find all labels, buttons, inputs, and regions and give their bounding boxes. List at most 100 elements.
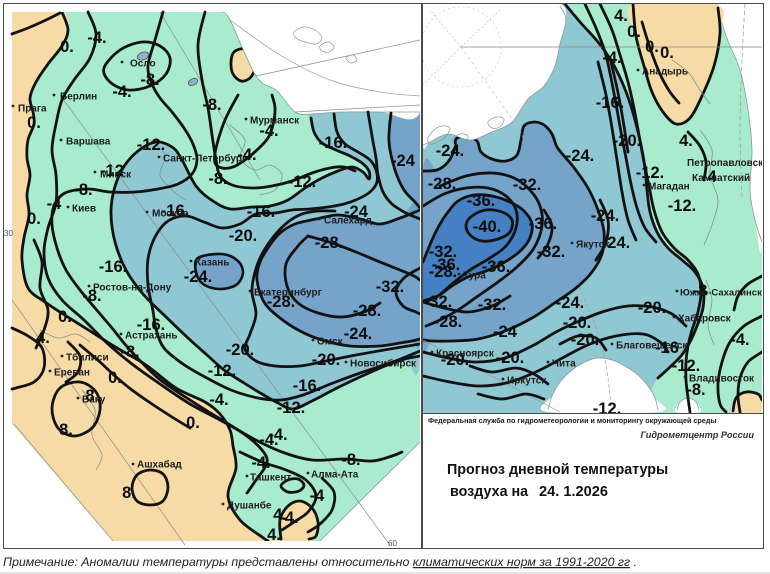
svg-text:4: 4 [707,168,717,186]
svg-text:Магадан: Магадан [648,182,690,193]
svg-text:Южно-Сахалинск: Южно-Сахалинск [680,288,762,299]
svg-text:-4.: -4. [251,454,270,472]
svg-text:-24.: -24. [602,234,630,252]
svg-text:Берлин: Берлин [60,92,97,103]
svg-text:-16.: -16. [247,203,275,221]
svg-text:-32.: -32. [478,296,506,314]
svg-text:Екатеринбург: Екатеринбург [254,287,322,299]
svg-text:Ашхабад: Ашхабад [137,459,182,471]
svg-text:-12.: -12. [672,357,700,375]
svg-text:-32.: -32. [513,176,541,194]
svg-text:-8.: -8. [686,381,705,399]
svg-text:Казань: Казань [195,258,230,269]
svg-text:-20.: -20. [613,132,641,150]
svg-text:-24: -24 [391,152,416,170]
svg-text:Тбилиси: Тбилиси [66,352,109,364]
svg-text:-40.: -40. [473,218,501,236]
svg-text:-16.: -16. [161,202,189,220]
svg-text:Якутск: Якутск [576,240,610,251]
svg-text:-24.: -24. [591,207,619,225]
svg-text:Примечание: Аномалии температу: Примечание: Аномалии температуры предста… [3,555,637,569]
svg-text:-12.: -12. [208,362,236,380]
svg-text:Хабаровск: Хабаровск [678,313,732,325]
svg-text:Санкт-Петербург: Санкт-Петербург [163,153,246,165]
svg-text:-32.: -32. [424,293,452,311]
svg-text:-4.: -4. [268,426,287,444]
svg-text:Камчатский: Камчатский [692,173,750,184]
svg-text:Мурманск: Мурманск [250,116,300,127]
svg-text:Анадырь: Анадырь [642,67,688,78]
svg-text:-36.: -36. [467,192,495,210]
svg-text:60: 60 [388,539,397,548]
svg-text:Варшава: Варшава [66,137,111,148]
svg-text:-4: -4 [47,195,62,213]
svg-text:-36.: -36. [432,256,460,274]
svg-text:Ташкент: Ташкент [250,473,291,484]
svg-text:-4.: -4. [209,391,228,409]
svg-text:-20.: -20. [229,227,257,245]
svg-text:-24: -24 [493,323,518,341]
svg-text:30: 30 [4,229,13,238]
svg-text:Тура: Тура [463,271,486,282]
svg-text:Осло: Осло [130,59,156,70]
svg-text:-4.: -4. [112,83,131,101]
svg-text:Красноярск: Красноярск [436,349,495,360]
svg-text:-4.: -4. [237,146,256,164]
svg-text:-4.: -4. [602,49,621,67]
svg-text:-16.: -16. [293,377,321,395]
svg-text:Ростов-на-Дону: Ростов-на-Дону [93,283,172,294]
svg-text:-12.: -12. [593,400,621,418]
svg-text:-8.: -8. [82,287,101,305]
svg-text:-12.: -12. [636,164,664,182]
svg-text:Прага: Прага [18,104,47,115]
svg-text:-20.: -20. [638,299,666,317]
svg-text:-8.: -8. [202,96,221,114]
svg-text:Гидрометцентр России: Гидрометцентр России [640,430,754,440]
svg-text:-8.: -8. [341,451,360,469]
svg-text:-32.: -32. [376,278,404,296]
svg-text:8.: 8. [59,421,73,439]
svg-text:-12: -12 [100,162,124,180]
svg-text:-24.: -24. [436,142,464,160]
svg-text:-16.: -16. [596,94,624,112]
svg-text:Алма-Ата: Алма-Ата [311,470,359,481]
svg-text:-24.: -24. [556,294,584,312]
svg-text:Москва: Москва [152,209,189,220]
svg-text:-28.: -28. [428,175,456,193]
svg-text:-12.: -12. [668,197,696,215]
svg-text:-20.: -20. [441,351,469,369]
svg-text:24. 1.2026: 24. 1.2026 [539,484,608,500]
svg-text:-16.: -16. [99,258,127,276]
svg-text:0.: 0. [186,414,200,432]
svg-text:-4.: -4. [279,509,298,527]
svg-text:Душанбе: Душанбе [227,500,272,512]
svg-text:8: 8 [85,387,94,405]
svg-text:Омск: Омск [317,337,344,348]
svg-text:-28.: -28. [267,293,295,311]
svg-text:-36.: -36. [529,215,557,233]
svg-text:Астрахань: Астрахань [125,331,178,342]
svg-text:-8.: -8. [140,71,159,89]
svg-text:Новосибирск: Новосибирск [350,358,417,370]
svg-text:-4.: -4. [87,29,106,47]
svg-text:-12.: -12. [288,173,316,191]
svg-text:-20.: -20. [563,314,591,332]
svg-text:-8.: -8. [208,170,227,188]
svg-text:0.: 0. [645,38,659,56]
svg-text:-20.: -20. [571,331,599,349]
svg-text:-28.: -28. [429,263,457,281]
svg-text:Благовещенск: Благовещенск [616,341,688,352]
svg-text:4.: 4. [273,506,287,524]
svg-text:Ереван: Ереван [54,368,90,379]
svg-text:Минск: Минск [100,170,132,181]
svg-text:-4.: -4. [259,122,278,140]
svg-text:Прогноз дневной температуры: Прогноз дневной температуры [447,462,668,478]
svg-text:4.: 4. [36,329,50,347]
svg-text:0.: 0. [58,308,72,326]
svg-text:-12.: -12. [137,136,165,154]
svg-text:Федеральная служба по гидромет: Федеральная служба по гидрометеорологии … [428,416,716,425]
svg-text:-4.: -4. [259,431,278,449]
svg-text:Салехард: Салехард [324,216,373,227]
svg-text:-8.: -8. [73,181,92,199]
svg-text:-4: -4 [310,487,325,505]
